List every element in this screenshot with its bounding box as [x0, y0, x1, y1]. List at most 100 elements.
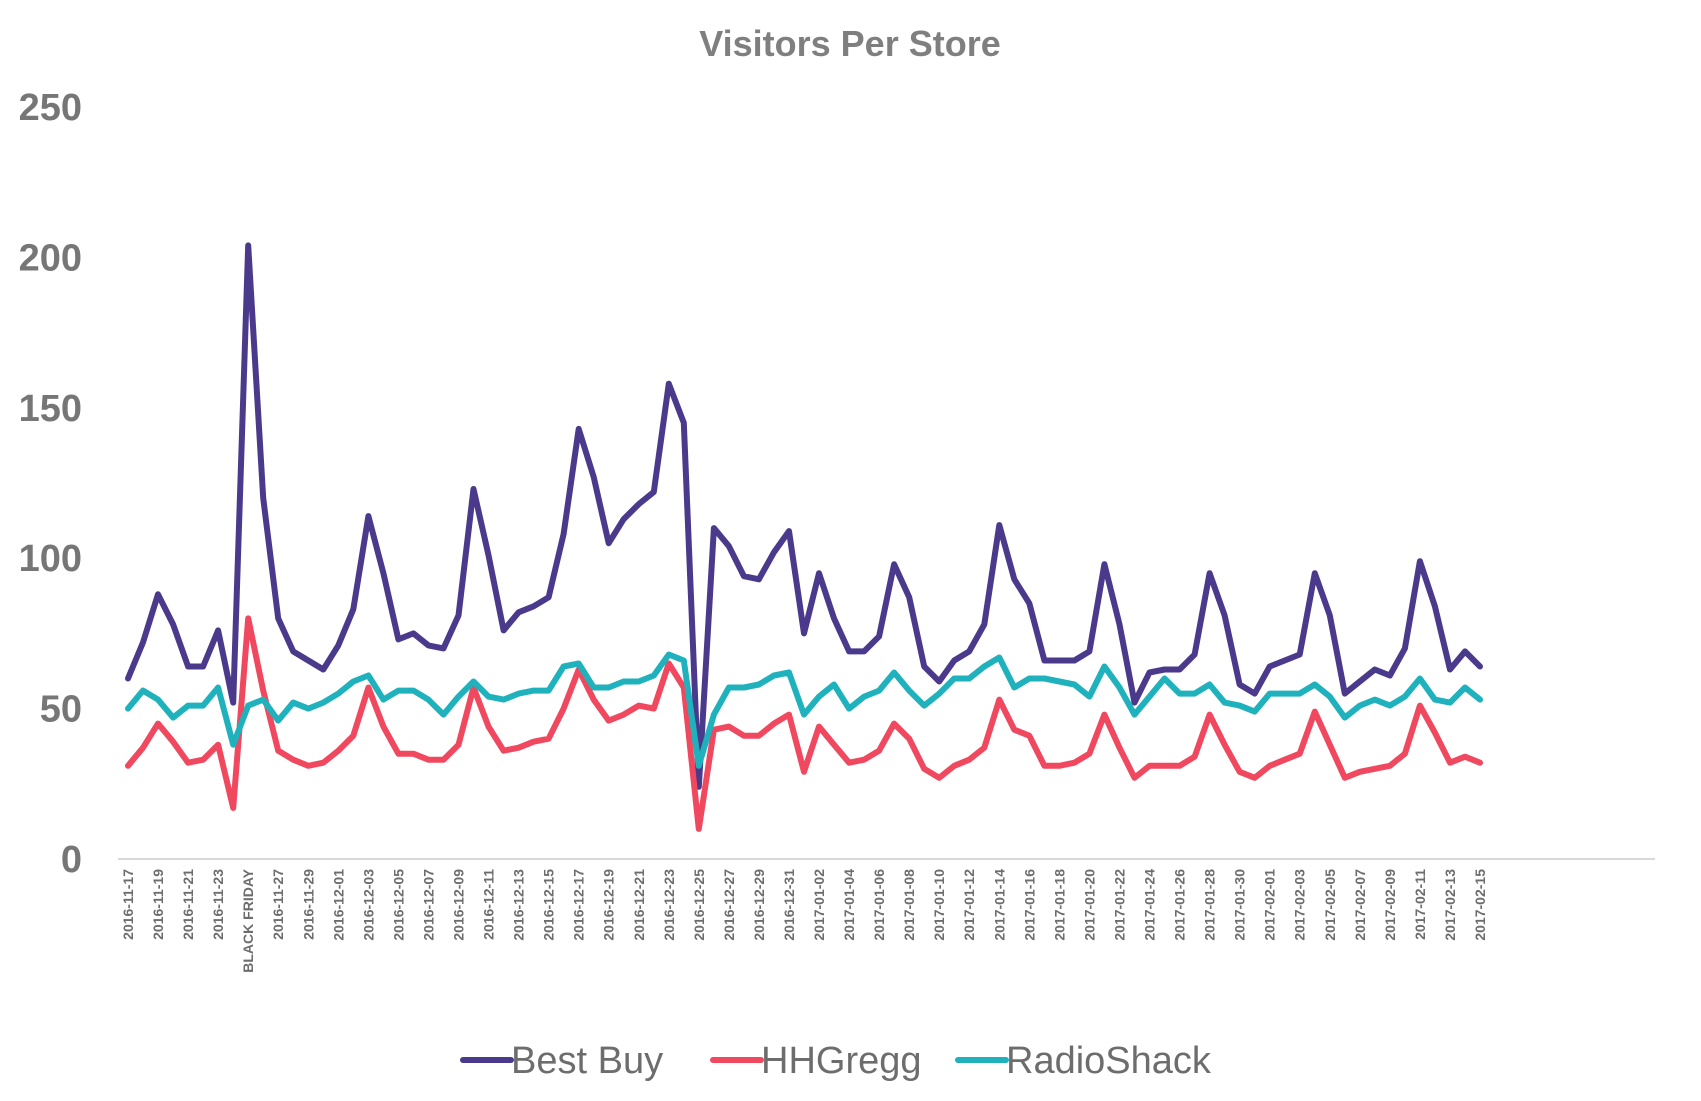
data-point [216, 628, 220, 632]
data-point [291, 758, 295, 762]
data-point [411, 752, 415, 756]
data-point [1313, 571, 1317, 575]
data-point [1193, 755, 1197, 759]
y-axis: 0 50 100 150 200 250 [19, 87, 82, 881]
data-point [1463, 649, 1467, 653]
data-point [1012, 686, 1016, 689]
data-point [426, 643, 430, 647]
data-point [502, 628, 506, 632]
data-point [967, 649, 971, 653]
data-point [1057, 764, 1061, 768]
data-point [171, 740, 175, 744]
data-point [577, 427, 581, 431]
data-point [1313, 683, 1317, 686]
data-point [847, 761, 851, 765]
data-point [156, 592, 160, 596]
x-tick-label: 2016-11-27 [270, 869, 286, 940]
x-tick-label: 2016-12-07 [420, 869, 436, 941]
y-tick-label: 200 [19, 237, 82, 279]
data-point [1042, 677, 1046, 680]
data-point [532, 689, 536, 693]
data-point [787, 713, 791, 717]
x-tick-label: 2017-01-04 [841, 869, 857, 941]
data-point [1478, 665, 1482, 668]
data-point [697, 827, 701, 831]
data-point [742, 734, 746, 738]
data-point [637, 704, 641, 708]
data-point [1148, 695, 1151, 699]
data-point [982, 746, 986, 750]
data-point [1118, 686, 1121, 689]
data-point [1463, 686, 1467, 689]
data-point [517, 610, 521, 614]
data-point [1328, 613, 1332, 617]
data-point [141, 640, 145, 644]
data-point [952, 659, 956, 662]
x-tick-label: 2016-11-23 [210, 869, 226, 940]
data-point [877, 749, 881, 753]
data-point [261, 496, 265, 500]
data-point [1463, 755, 1467, 759]
data-point [442, 758, 445, 762]
data-point [712, 526, 716, 530]
data-point [1163, 668, 1166, 671]
data-point [336, 643, 340, 647]
series-line [125, 615, 1483, 832]
data-point [592, 475, 596, 479]
data-point [1223, 613, 1227, 617]
data-point [757, 683, 761, 686]
data-point [1298, 692, 1302, 696]
data-point [1328, 695, 1332, 699]
data-point [472, 680, 475, 683]
data-point [1433, 698, 1437, 702]
data-point [186, 665, 190, 668]
data-point [1313, 710, 1317, 714]
x-tick-label: 2017-01-12 [961, 869, 977, 941]
data-point [1253, 776, 1257, 780]
x-tick-label: 2016-12-27 [721, 869, 737, 941]
data-point [967, 758, 971, 762]
x-tick-label: 2017-02-05 [1322, 869, 1338, 941]
x-tick-label: 2017-01-08 [901, 869, 917, 941]
data-point [351, 607, 355, 611]
x-tick-label: 2016-12-31 [781, 869, 797, 941]
data-point [1283, 659, 1287, 662]
data-point [1358, 680, 1362, 683]
x-tick-label: 2016-12-11 [481, 869, 497, 940]
x-tick-label: 2017-02-07 [1352, 869, 1368, 941]
data-point [817, 725, 821, 729]
data-point [637, 680, 641, 683]
data-point [201, 758, 205, 762]
x-tick-label: 2017-01-06 [871, 869, 887, 941]
data-point [997, 698, 1001, 702]
data-point [1118, 622, 1121, 626]
data-point [817, 571, 821, 575]
data-point [1042, 659, 1046, 662]
data-point [1418, 677, 1422, 680]
data-point [126, 764, 130, 768]
data-point [1072, 683, 1076, 686]
data-point [967, 677, 971, 680]
data-point [952, 764, 956, 768]
data-point [231, 806, 235, 810]
x-tick-label: 2017-02-11 [1412, 869, 1428, 940]
data-point [411, 689, 415, 693]
data-point [982, 665, 986, 668]
data-point [381, 725, 385, 729]
data-point [216, 686, 220, 689]
data-point [502, 698, 506, 702]
x-tick-label: 2017-02-09 [1382, 869, 1398, 941]
chart-title: Visitors Per Store [699, 23, 1000, 64]
data-point [847, 707, 851, 711]
data-point [1027, 734, 1031, 738]
data-point [592, 698, 596, 702]
data-point [907, 737, 911, 741]
data-point [472, 487, 475, 491]
data-point [832, 616, 836, 620]
data-point [622, 680, 626, 683]
data-point [877, 634, 881, 638]
x-tick-label: 2017-01-14 [991, 869, 1007, 941]
data-point [1238, 683, 1242, 686]
data-point [1163, 764, 1166, 768]
data-point [1343, 716, 1347, 720]
